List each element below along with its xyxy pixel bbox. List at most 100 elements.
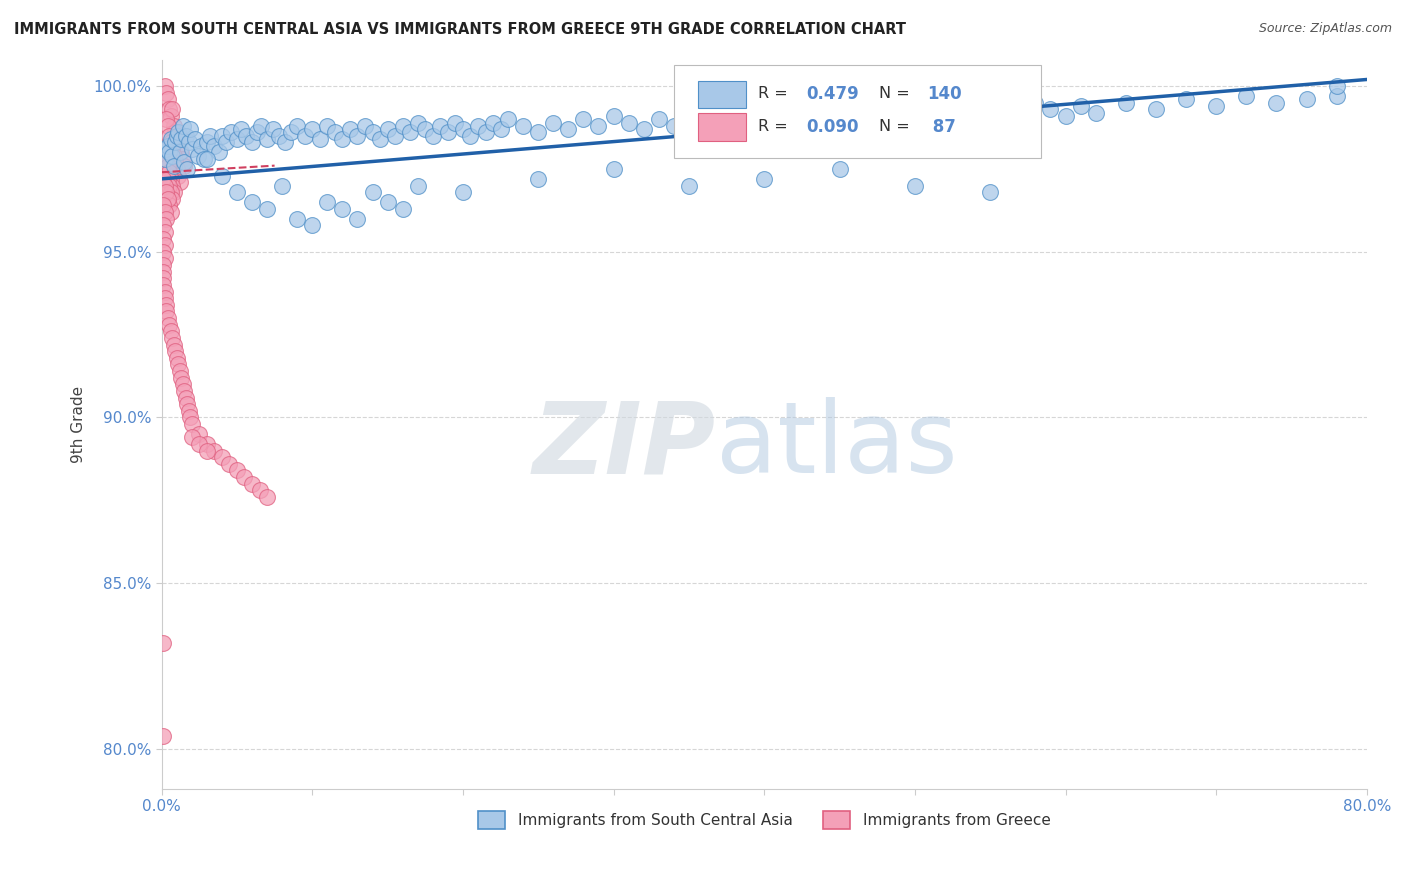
Point (156, 192, 179, 206)
Point (180, 430, 202, 444)
Point (159, 185, 181, 199)
Point (346, 211, 368, 226)
Point (828, 109, 851, 123)
Point (249, 483, 271, 498)
Point (160, 103, 183, 117)
FancyBboxPatch shape (673, 65, 1042, 158)
Text: N =: N = (879, 120, 914, 134)
Point (231, 122, 253, 136)
Point (157, 145, 180, 160)
Point (152, 231, 174, 245)
Point (190, 138, 212, 153)
Point (256, 132, 278, 146)
Point (256, 202, 278, 216)
Point (543, 115, 565, 129)
Point (451, 185, 474, 199)
Point (166, 128, 188, 143)
Point (157, 103, 180, 117)
Point (1295, 92, 1317, 106)
Point (174, 128, 197, 143)
Point (167, 358, 190, 372)
Point (588, 119, 610, 133)
Point (163, 185, 186, 199)
Point (280, 126, 302, 140)
Point (153, 238, 176, 252)
Point (218, 457, 240, 471)
Point (617, 115, 640, 129)
Point (155, 152, 177, 166)
Point (572, 112, 595, 127)
Point (157, 178, 180, 193)
Point (262, 122, 284, 136)
Point (285, 211, 308, 226)
Point (754, 109, 776, 123)
Point (240, 476, 263, 491)
Point (413, 122, 436, 136)
Point (172, 119, 194, 133)
Point (1039, 103, 1062, 117)
Point (979, 109, 1001, 123)
Text: 140: 140 (927, 85, 962, 103)
Point (155, 304, 177, 318)
Point (294, 128, 316, 143)
Legend: Immigrants from South Central Asia, Immigrants from Greece: Immigrants from South Central Asia, Immi… (472, 805, 1057, 836)
Text: 0.479: 0.479 (807, 85, 859, 103)
Point (153, 205, 176, 219)
Point (170, 145, 193, 160)
Point (159, 172, 181, 186)
Point (602, 109, 624, 123)
Point (157, 318, 180, 332)
Point (384, 128, 406, 143)
Point (768, 115, 790, 129)
Point (361, 185, 384, 199)
Y-axis label: 9th Grade: 9th Grade (72, 385, 86, 463)
Point (1265, 95, 1288, 110)
Point (177, 404, 200, 418)
Point (152, 729, 174, 743)
Point (152, 198, 174, 212)
Point (163, 119, 186, 133)
Point (1054, 109, 1077, 123)
Point (527, 172, 550, 186)
Point (361, 126, 384, 140)
Point (156, 159, 179, 173)
Point (308, 132, 330, 146)
Point (339, 122, 361, 136)
Point (195, 443, 218, 458)
Point (965, 103, 987, 117)
Point (184, 132, 207, 146)
Point (165, 136, 187, 150)
Point (399, 126, 422, 140)
Point (602, 161, 624, 176)
Text: ZIP: ZIP (533, 398, 716, 494)
Point (368, 132, 391, 146)
Point (633, 122, 655, 136)
Point (167, 138, 190, 153)
Point (799, 112, 821, 127)
Point (159, 324, 181, 338)
Point (240, 195, 263, 210)
Point (152, 244, 174, 259)
Point (474, 126, 496, 140)
Point (1175, 92, 1198, 106)
Point (202, 138, 225, 153)
Point (662, 119, 685, 133)
Point (155, 112, 177, 127)
Point (754, 172, 776, 186)
Point (198, 128, 221, 143)
Point (467, 119, 489, 133)
Point (160, 192, 183, 206)
Point (346, 128, 368, 143)
Point (451, 122, 474, 136)
Point (169, 364, 191, 378)
Point (844, 115, 866, 129)
Point (160, 149, 183, 163)
Point (152, 265, 174, 279)
Point (1234, 89, 1257, 103)
Point (904, 178, 927, 193)
Point (172, 152, 194, 166)
Point (155, 211, 177, 226)
Point (166, 161, 188, 176)
Point (226, 185, 249, 199)
Point (245, 126, 267, 140)
